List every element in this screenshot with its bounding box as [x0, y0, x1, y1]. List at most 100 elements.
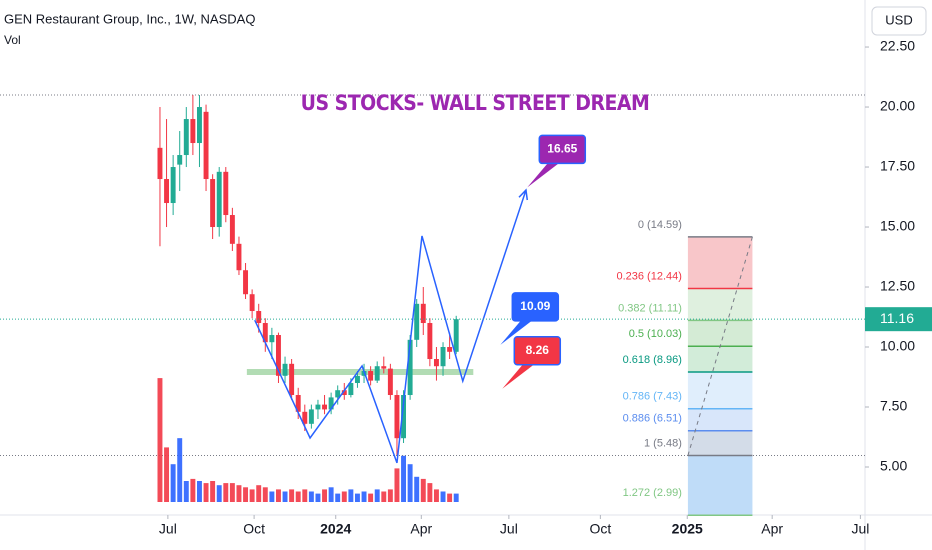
fib-zone	[687, 288, 753, 321]
candle-body	[183, 119, 189, 156]
candle-body	[256, 311, 262, 324]
plot-area: 0 (14.59) 0.236 (12.44) 0.382 (11.11) 0.5 (…	[0, 94, 865, 516]
volume-bar	[315, 493, 321, 502]
volume-bar	[354, 493, 360, 502]
x-tick-label: Oct	[589, 521, 611, 537]
x-tick-label: Jul	[159, 521, 177, 537]
candle-body	[407, 339, 413, 396]
symbol-title: GEN Restaurant Group, Inc., 1W, NASDAQ	[4, 11, 255, 26]
volume-bar	[210, 481, 216, 502]
candle-body	[229, 215, 235, 244]
volume-bar	[249, 489, 255, 502]
volume-bar	[275, 489, 281, 502]
candle-body	[315, 404, 321, 410]
y-tick-label: 15.00	[880, 218, 915, 234]
volume-bar	[262, 487, 268, 502]
volume-bar	[243, 487, 249, 502]
y-tick-label: 17.50	[880, 158, 915, 174]
fib-zone	[687, 346, 753, 372]
volume-bar	[433, 489, 439, 502]
candle-body	[322, 404, 328, 410]
y-tick-label: 20.00	[880, 98, 915, 114]
candle-body	[164, 179, 170, 204]
candle-body	[243, 270, 249, 295]
fib-label: 0.236 (12.44)	[616, 270, 681, 282]
pattern-line	[254, 189, 527, 464]
callout-pointer	[527, 161, 562, 188]
candle-body	[394, 395, 400, 439]
volume-bar	[447, 493, 453, 502]
volume-bar	[341, 491, 347, 502]
fib-zone	[687, 236, 753, 289]
volume-label: Vol	[4, 33, 21, 47]
candle-body	[453, 319, 459, 352]
volume-bar	[348, 489, 354, 502]
candle-body	[401, 395, 407, 439]
volume-bar	[223, 483, 229, 502]
volume-bar	[420, 478, 426, 502]
candle-body	[223, 171, 229, 216]
callout-label: 10.09	[520, 299, 550, 313]
x-tick-label: 2024	[320, 521, 351, 537]
candle-body	[447, 347, 453, 352]
candle-body	[348, 383, 354, 396]
candle-body	[190, 119, 196, 144]
volume-bar	[368, 493, 374, 502]
candle-body	[302, 411, 308, 424]
y-tick-label: 22.50	[880, 38, 915, 54]
candle-body	[269, 335, 275, 343]
fib-label: 0.618 (8.96)	[623, 354, 682, 366]
y-tick-label: 12.50	[880, 278, 915, 294]
candle-body	[216, 171, 222, 228]
volume-bar	[289, 489, 295, 502]
volume-bar	[196, 481, 202, 502]
fib-trend-line	[687, 236, 753, 456]
volume-bar	[308, 491, 314, 502]
volume-bar	[328, 487, 334, 502]
x-tick-label: 2025	[672, 521, 703, 537]
volume-bar	[256, 485, 262, 502]
fib-label: 1.272 (2.99)	[623, 487, 682, 499]
volume-bar	[322, 489, 328, 502]
candle-body	[374, 366, 380, 381]
fib-label: 0 (14.59)	[638, 219, 682, 231]
fib-label: 0.382 (11.11)	[618, 302, 682, 314]
volume-bar	[157, 378, 163, 502]
candle-body	[368, 371, 374, 381]
x-tick-label: Jul	[851, 521, 869, 537]
volume-bar	[170, 464, 176, 502]
candle-body	[275, 335, 281, 376]
volume-bar	[177, 438, 183, 502]
callout-box	[538, 134, 587, 165]
candle-body	[289, 363, 295, 396]
volume-bar	[427, 483, 433, 502]
candle-body	[328, 397, 334, 410]
volume-bar	[236, 485, 242, 502]
callout-pointer	[502, 362, 537, 389]
volume-bar	[164, 447, 170, 502]
candle-body	[308, 409, 314, 424]
volume-bar	[295, 491, 301, 502]
volume-bar	[335, 493, 341, 502]
candle-body	[203, 111, 209, 180]
volume-bar	[381, 491, 387, 502]
candle-body	[157, 147, 163, 180]
candle-body	[414, 303, 420, 340]
candle-body	[427, 323, 433, 360]
currency-button[interactable]	[871, 6, 927, 36]
fib-zone	[687, 408, 753, 431]
candle-body	[335, 390, 341, 398]
candle-body	[249, 294, 255, 312]
volume-bar	[282, 491, 288, 502]
candle-body	[381, 366, 387, 369]
volume-bar	[414, 476, 420, 502]
candle-body	[387, 368, 393, 396]
callout-label: 8.26	[526, 343, 550, 357]
x-tick-label: Apr	[761, 521, 783, 537]
candle-body	[236, 243, 242, 271]
candle-body	[354, 375, 360, 384]
y-tick-label: 10.00	[880, 338, 915, 354]
volume-bar	[401, 455, 407, 502]
